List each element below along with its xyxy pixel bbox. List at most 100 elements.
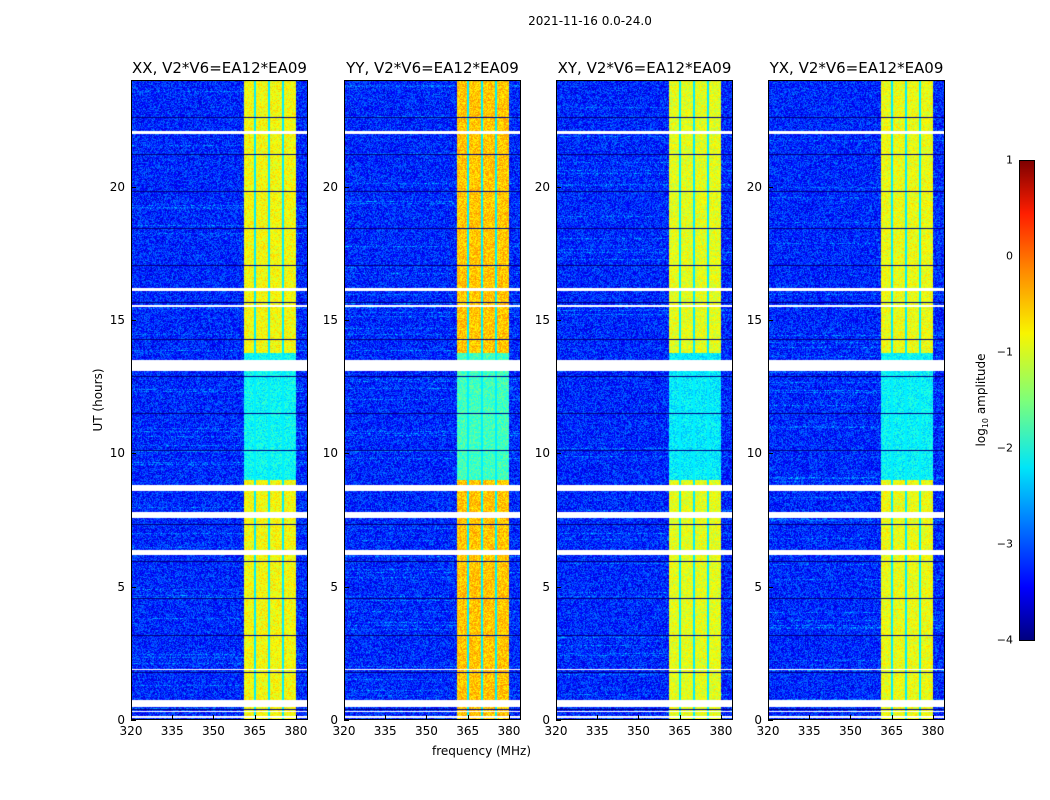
x-tick [850,715,852,720]
axes-frame [556,80,733,720]
x-tick-label: 350 [415,724,438,738]
x-tick-label: 320 [756,724,780,738]
x-tick-label: 350 [839,724,862,738]
x-tick-label: 380 [284,724,308,738]
x-tick [638,715,640,720]
x-tick [385,715,387,720]
axes-frame [344,80,521,720]
y-tick-label: 20 [322,179,338,194]
y-tick-label: 15 [534,313,550,327]
spectrogram-panel-1: XX, V2*V6=EA12*EA09 320 335 350 365 380 0 5 10 15… [110,59,308,738]
y-tick-label: 5 [117,579,125,594]
x-tick [344,715,345,720]
colorbar-tick-label: −4 [996,633,1013,647]
y-tick-label: 0 [542,713,550,727]
y-tick-label: 10 [322,446,338,461]
y-tick [768,186,773,188]
spectrogram-panel-2: YY, V2*V6=EA12*EA09 320 335 350 365 380 0 5 10 15… [323,59,521,738]
x-tick-label: 320 [544,724,568,738]
axes-frame [131,80,308,720]
x-tick [172,715,174,720]
x-tick [295,715,297,720]
x-tick-label: 365 [243,724,267,738]
x-tick-label: 365 [456,724,480,738]
y-tick-label: 10 [534,446,550,461]
x-tick [213,715,215,720]
panel-title: YX, V2*V6=EA12*EA09 [769,59,944,77]
heatmap-image [556,80,733,720]
x-tick [597,715,599,720]
x-tick [809,715,811,720]
y-tick [131,720,136,721]
y-tick [131,453,136,455]
colorbar-tick-label: 1 [1006,153,1013,167]
y-tick-label: 20 [746,179,762,194]
heatmap-image [768,80,945,720]
axes-frame [768,80,945,720]
y-tick-label: 15 [322,313,338,327]
colorbar-tick-label: −2 [996,441,1013,455]
x-tick-label: 365 [880,724,904,738]
x-tick-label: 380 [497,724,521,738]
y-tick-label: 0 [754,713,762,727]
heatmap-image [131,80,308,720]
y-tick [344,453,349,455]
spectrogram-panel-3: XY, V2*V6=EA12*EA09 320 335 350 365 380 0 5 10 15… [535,59,733,738]
x-tick [891,715,893,720]
x-tick-label: 320 [332,724,356,738]
y-tick [556,186,561,188]
y-tick [768,720,773,721]
y-tick-label: 10 [746,446,762,461]
y-tick-label: 20 [109,179,125,194]
x-tick [932,715,934,720]
x-tick-label: 335 [585,724,609,738]
x-tick-label: 365 [668,724,692,738]
y-tick [344,320,349,321]
figure-title: 2021-11-16 0.0-24.0 [528,14,652,28]
x-tick [556,715,557,720]
x-tick-label: 350 [202,724,225,738]
colorbar-tick-label: −1 [996,345,1013,359]
y-tick [344,186,349,188]
spectrogram-panel-4: YX, V2*V6=EA12*EA09 320 335 350 365 380 0 5 10 15… [747,59,945,738]
y-tick-label: 0 [330,713,338,727]
x-tick [426,715,428,720]
y-tick-label: 15 [746,313,762,327]
colorbar-tick-label: −3 [996,537,1013,551]
x-tick-label: 380 [921,724,945,738]
x-tick-label: 335 [160,724,184,738]
y-tick [768,453,773,455]
y-tick [344,720,349,721]
x-tick [768,715,769,720]
y-tick-label: 5 [542,579,550,594]
x-tick [508,715,510,720]
x-tick [131,715,132,720]
x-tick [467,715,469,720]
y-tick [768,586,773,588]
colorbar-tick-label: 0 [1006,249,1013,263]
y-tick [768,320,773,321]
panel-title: YY, V2*V6=EA12*EA09 [346,59,519,77]
panel-title: XX, V2*V6=EA12*EA09 [132,59,307,77]
y-tick [556,720,561,721]
heatmap-image [344,80,521,720]
y-axis-label: UT (hours) [91,368,105,432]
y-tick [131,186,136,188]
x-tick-label: 380 [709,724,733,738]
y-tick [556,586,561,588]
colorbar-label: log10 amplitude [973,353,991,447]
y-tick [556,453,561,455]
colorbar [1019,160,1035,641]
y-tick-label: 10 [109,446,125,461]
y-tick [131,320,136,321]
x-tick-label: 350 [627,724,650,738]
x-tick [679,715,681,720]
x-tick-label: 335 [373,724,397,738]
x-tick [720,715,722,720]
y-tick-label: 5 [754,579,762,594]
y-tick-label: 20 [534,179,550,194]
y-tick-label: 5 [330,579,338,594]
y-tick-label: 15 [109,313,125,327]
y-tick-label: 0 [117,713,125,727]
